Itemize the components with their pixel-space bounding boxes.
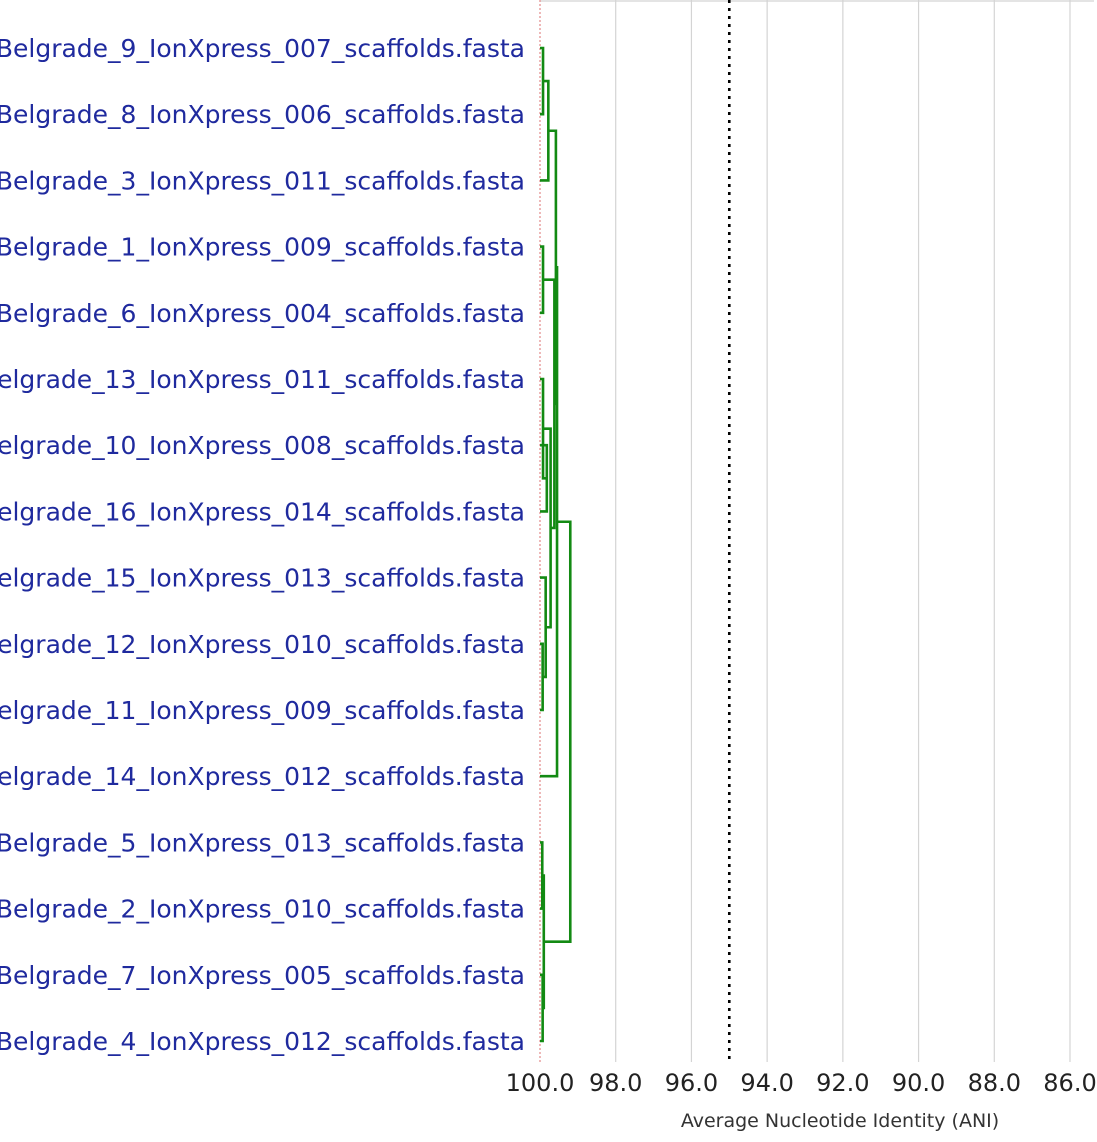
x-tick-label: 100.0 — [506, 1069, 575, 1097]
branch-m8 — [543, 278, 556, 530]
leaf-label: Belgrade_9_IonXpress_007_scaffolds.fasta — [0, 34, 525, 63]
x-tick-label: 96.0 — [665, 1069, 718, 1097]
leaf-label: Belgrade_10_IonXpress_008_scaffolds.fast… — [0, 431, 525, 460]
x-axis-title: Average Nucleotide Identity (ANI) — [681, 1110, 999, 1132]
leaf-label: Belgrade_5_IonXpress_013_scaffolds.fasta — [0, 828, 525, 857]
leaf-label: Belgrade_13_IonXpress_011_scaffolds.fast… — [0, 365, 525, 394]
leaf-label: Belgrade_4_IonXpress_012_scaffolds.fasta — [0, 1027, 525, 1056]
branch-m14 — [543, 520, 572, 943]
grid-lines — [540, 0, 1094, 1062]
x-tick-label: 86.0 — [1043, 1069, 1096, 1097]
x-tick-label: 92.0 — [816, 1069, 869, 1097]
x-tick-label: 94.0 — [740, 1069, 793, 1097]
leaf-label: Belgrade_12_IonXpress_010_scaffolds.fast… — [0, 630, 525, 659]
leaf-label: Belgrade_16_IonXpress_014_scaffolds.fast… — [0, 497, 525, 526]
x-tick-label: 90.0 — [892, 1069, 945, 1097]
branch-m11 — [540, 841, 544, 910]
leaf-label: Belgrade_14_IonXpress_012_scaffolds.fast… — [0, 762, 525, 791]
leaf-labels: Belgrade_9_IonXpress_007_scaffolds.fasta… — [0, 34, 525, 1056]
leaf-label: Belgrade_11_IonXpress_009_scaffolds.fast… — [0, 696, 525, 725]
leaf-label: Belgrade_15_IonXpress_013_scaffolds.fast… — [0, 564, 525, 593]
leaf-label: Belgrade_1_IonXpress_009_scaffolds.fasta — [0, 233, 525, 262]
branch-m13 — [542, 874, 546, 1010]
leaf-label: Belgrade_6_IonXpress_004_scaffolds.fasta — [0, 299, 525, 328]
leaf-label: Belgrade_8_IonXpress_006_scaffolds.fasta — [0, 100, 525, 129]
x-axis-ticks: 100.0 98.0 96.0 94.0 92.0 90.0 88.0 86.0 — [506, 1069, 1097, 1097]
leaf-label: Belgrade_3_IonXpress_011_scaffolds.fasta — [0, 166, 525, 195]
dendrogram-branches — [540, 46, 572, 1043]
x-tick-label: 98.0 — [589, 1069, 642, 1097]
leaf-label: Belgrade_2_IonXpress_010_scaffolds.fasta — [0, 895, 525, 924]
leaf-label: Belgrade_7_IonXpress_005_scaffolds.fasta — [0, 961, 525, 990]
x-tick-label: 88.0 — [968, 1069, 1021, 1097]
